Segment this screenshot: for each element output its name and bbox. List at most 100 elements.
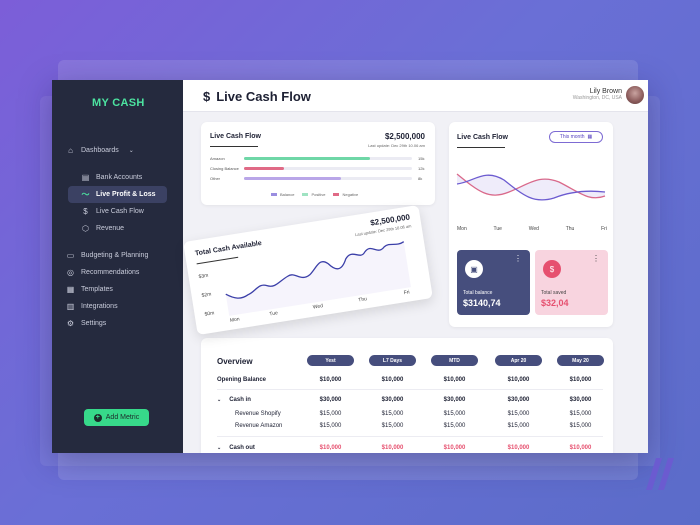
x-tick: Mon [229,316,241,324]
table-cell: $10,000 [381,377,404,383]
overview-title: Overview [217,357,253,366]
total-cash-area [225,241,411,316]
chart-icon: ▥ [66,302,75,311]
sidebar-nav: ⌂ Dashboards ⌄ ▤ Bank Accounts 〜 Live Pr… [52,142,183,332]
sidebar-item-dashboards[interactable]: ⌂ Dashboards ⌄ [52,142,183,159]
chevron-down-icon: ⌄ [128,148,134,154]
table-cell: $15,000 [569,423,592,429]
table-cell: $10,000 [569,377,592,383]
table-cell: $30,000 [507,397,530,403]
cash-flow-card: Live Cash Flow $2,500,000 Last update: D… [201,122,435,205]
total-balance-tile[interactable]: ▣ ⋮ Total balance $3140,74 [457,250,530,315]
column-may-20[interactable]: May 20 [557,355,604,366]
x-tick: Wed [312,303,324,311]
row-revenue-amazon: Revenue Amazon [235,423,283,429]
sidebar-item-label: Dashboards [81,147,119,154]
row-opening-balance: Opening Balance [217,377,267,383]
x-tick: Mon [457,226,467,232]
brand-slash-logo [646,458,674,490]
table-cell: $30,000 [569,397,592,403]
app-logo: MY CASH [92,97,145,109]
monthly-cash-flow-card: Live Cash Flow This month ▦ Mon Tue Wed … [449,122,613,327]
sidebar-item-label: Recommendations [81,269,140,276]
y-tick: $3m [198,272,209,281]
sidebar-item-label: Live Cash Flow [96,208,144,215]
sidebar-item-templates[interactable]: ▦ Templates [52,281,183,298]
user-info[interactable]: Lily Brown Washington, DC, USA [573,88,622,101]
sidebar-item-bank-accounts[interactable]: ▤ Bank Accounts [52,169,183,186]
this-month-dropdown[interactable]: This month ▦ [549,131,603,143]
legend-item: Positive [302,192,325,197]
plus-icon: + [93,413,102,422]
bar-label: Amazon [210,156,225,161]
more-icon[interactable]: ⋮ [514,254,522,263]
bar-track [244,177,412,180]
bulb-icon: ◎ [67,268,74,277]
x-tick: Tue [269,310,279,318]
avatar[interactable] [626,86,644,104]
template-icon: ▦ [66,285,75,294]
table-cell: $15,000 [507,411,530,417]
total-cash-card: Total Cash Available $2,500,000 Last upd… [183,204,433,336]
table-cell: $15,000 [319,423,342,429]
x-tick: Fri [403,289,411,297]
y-tick: $0m [204,310,215,318]
row-label: Cash in [229,397,251,403]
total-saved-tile[interactable]: $ ⋮ Total saved $32,04 [535,250,608,315]
revenue-icon: ⬡ [82,224,89,233]
sidebar-item-label: Templates [81,286,113,293]
sidebar-item-live-cash-flow[interactable]: $ Live Cash Flow [52,203,183,220]
line-series-purple [456,174,606,201]
column-apr-20[interactable]: Apr 20 [495,355,542,366]
x-tick: Thu [357,296,368,304]
folder-icon: ▭ [66,251,75,260]
sidebar-item-integrations[interactable]: ▥ Integrations [52,298,183,315]
top-bar: $ Live Cash Flow Lily Brown Washington, … [183,80,648,112]
bar-row-closing-balance: Closing Balance 12k [210,166,424,171]
table-cell: $30,000 [319,397,342,403]
total-cash-line-chart [225,241,411,316]
sidebar-item-settings[interactable]: ⚙ Settings [52,315,183,332]
chevron-down-icon: ⌄ [217,397,222,403]
table-cell: $10,000 [443,377,466,383]
home-icon: ⌂ [68,146,73,155]
card-title: Live Cash Flow [457,134,508,141]
sidebar-item-revenue[interactable]: ⬡ Revenue [52,220,183,237]
bar-label: Other [210,176,221,181]
table-cell: $10,000 [319,445,342,451]
add-metric-label: Add Metric [105,414,140,421]
table-cell: $30,000 [443,397,466,403]
gear-icon: ⚙ [66,319,75,328]
sidebar-item-label: Budgeting & Planning [81,252,149,259]
row-cash-in[interactable]: ⌄ Cash in [217,397,251,403]
bar-fill [244,167,285,170]
table-cell: $10,000 [507,377,530,383]
table-cell: $15,000 [507,423,530,429]
user-name: Lily Brown [589,88,622,95]
column-yest[interactable]: Yest [307,355,354,366]
table-cell: $10,000 [569,445,592,451]
calendar-icon: ▦ [587,134,593,140]
add-metric-button[interactable]: + Add Metric [84,409,149,426]
filter-label: This month [559,134,585,140]
table-cell: $10,000 [319,377,342,383]
sidebar-item-live-profit-loss[interactable]: 〜 Live Profit & Loss [68,186,167,203]
page-title-text: Live Cash Flow [216,89,311,104]
bar-value: 8k [418,176,423,181]
column-mtd[interactable]: MTD [431,355,478,366]
table-cell: $30,000 [381,397,404,403]
more-icon[interactable]: ⋮ [592,254,600,263]
y-tick: $2m [201,291,212,299]
x-tick: Wed [528,226,539,232]
row-cash-out[interactable]: ⌄ Cash out [217,445,255,451]
wallet-icon: ▣ [465,260,483,278]
table-cell: $10,000 [443,445,466,451]
sidebar-item-recommendations[interactable]: ◎ Recommendations [52,264,183,281]
tile-label: Total saved [541,290,567,296]
legend-item: Balance [271,192,294,197]
table-cell: $15,000 [443,423,466,429]
x-tick: Tue [493,226,502,232]
bar-track [244,157,412,160]
sidebar-item-budgeting[interactable]: ▭ Budgeting & Planning [52,247,183,264]
column-l7-days[interactable]: L7 Days [369,355,416,366]
